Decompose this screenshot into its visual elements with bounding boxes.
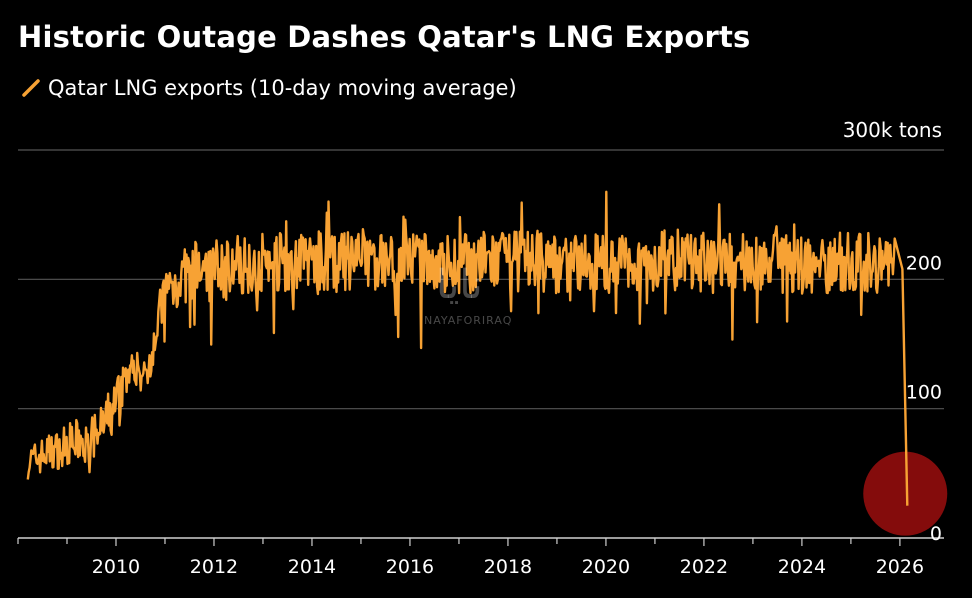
y-tick-label-100: 100 xyxy=(906,382,942,404)
x-tick-label-2012: 2012 xyxy=(190,556,238,578)
x-tick-label-2018: 2018 xyxy=(484,556,532,578)
units-label: 300k tons xyxy=(842,118,942,142)
legend-swatch-icon xyxy=(22,79,40,97)
watermark: نايا NAYAFORIRAQ xyxy=(424,262,512,327)
x-tick-label-2024: 2024 xyxy=(778,556,826,578)
series-line-qatar-lng-exports xyxy=(26,190,909,506)
y-tick-label-200: 200 xyxy=(906,252,942,274)
chart-title: Historic Outage Dashes Qatar's LNG Expor… xyxy=(18,20,751,54)
x-tick-label-2014: 2014 xyxy=(288,556,336,578)
x-tick-label-2016: 2016 xyxy=(386,556,434,578)
x-tick-label-2020: 2020 xyxy=(582,556,630,578)
outage-highlight-circle xyxy=(863,451,948,536)
watermark-latin: NAYAFORIRAQ xyxy=(424,314,513,327)
watermark-arabic: نايا xyxy=(436,262,483,308)
x-tick-label-2022: 2022 xyxy=(680,556,728,578)
x-tick-label-2026: 2026 xyxy=(876,556,924,578)
legend-label: Qatar LNG exports (10-day moving average… xyxy=(48,76,517,100)
legend: Qatar LNG exports (10-day moving average… xyxy=(22,76,517,100)
x-tick-label-2010: 2010 xyxy=(92,556,140,578)
y-tick-label-0: 0 xyxy=(930,523,942,545)
